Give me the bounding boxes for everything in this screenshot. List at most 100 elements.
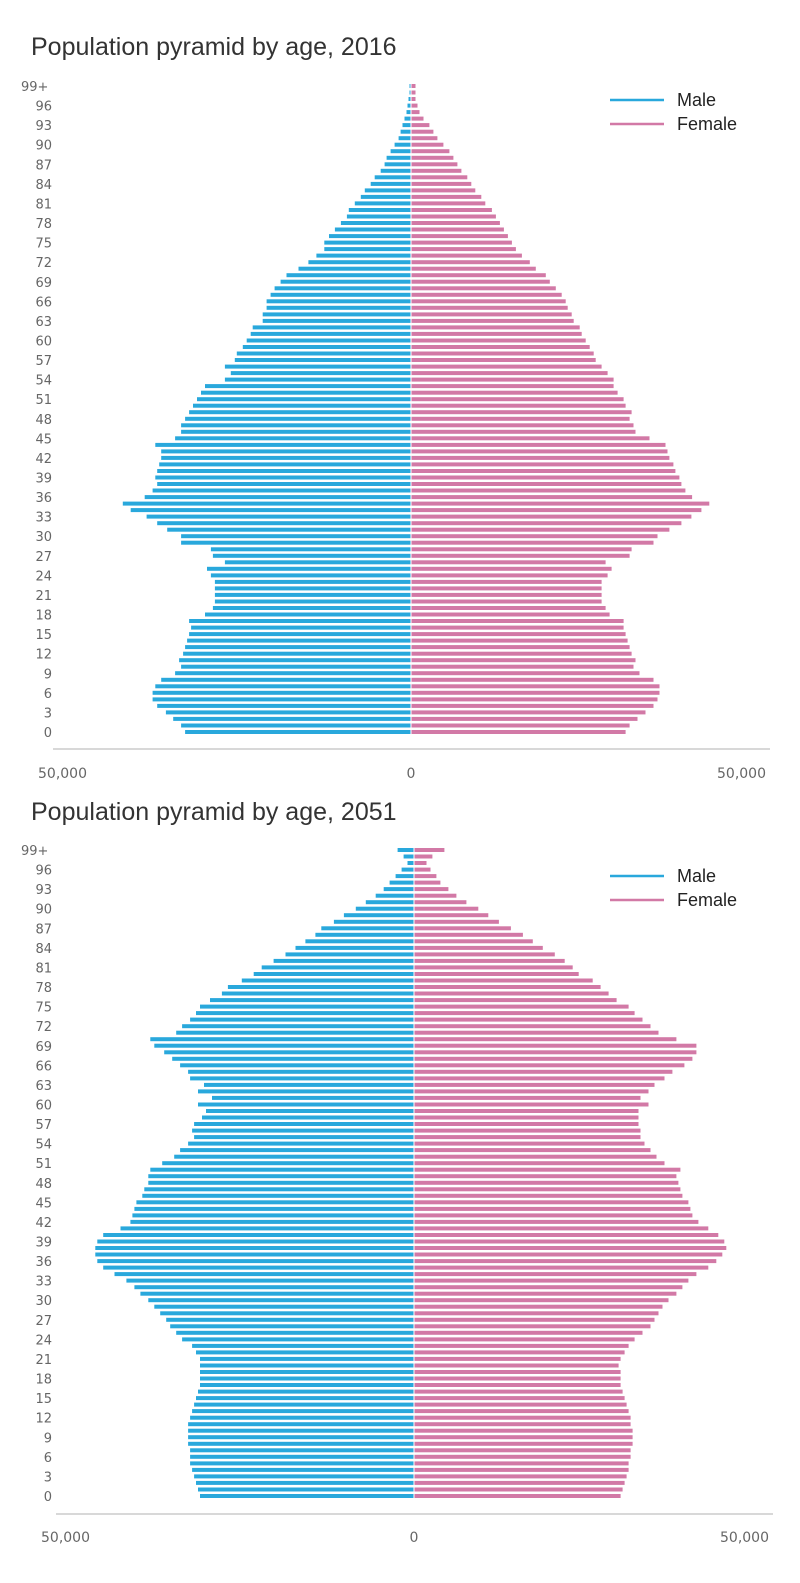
male-bar-age-26 [224, 560, 411, 565]
male-bar-age-67 [270, 292, 411, 297]
female-bar-age-32 [414, 1285, 683, 1290]
female-legend-label: Female [677, 114, 737, 134]
male-bar-age-30 [148, 1298, 414, 1303]
male-bar-age-80 [253, 972, 414, 976]
male-bar-age-69 [280, 279, 411, 284]
male-bar-age-98 [409, 90, 411, 95]
female-bar-age-75 [414, 1004, 629, 1009]
male-bar-age-71 [298, 266, 411, 271]
y-tick-label: 15 [35, 1392, 52, 1407]
male-bar-age-9 [188, 1435, 414, 1440]
female-bar-age-7 [414, 1448, 631, 1453]
female-bar-age-17 [414, 1383, 621, 1387]
y-tick-label: 30 [35, 530, 52, 545]
female-bar-age-39 [411, 475, 680, 480]
female-bar-age-50 [411, 403, 626, 408]
male-bar-age-45 [175, 436, 411, 441]
female-bar-age-57 [414, 1122, 639, 1126]
female-bar-age-63 [414, 1082, 655, 1087]
male-bar-age-60 [198, 1102, 414, 1107]
female-bar-age-75 [411, 240, 512, 245]
female-bar-age-84 [414, 945, 543, 950]
x-tick-label: 0 [407, 766, 416, 782]
y-tick-label: 60 [35, 335, 52, 350]
male-bar-age-15 [196, 1396, 414, 1401]
male-bar-age-85 [374, 175, 411, 180]
male-bar-age-87 [321, 926, 414, 931]
female-bar-age-13 [414, 1409, 629, 1414]
female-bar-age-99plus [414, 848, 445, 852]
y-tick-label: 57 [35, 1118, 52, 1133]
male-bar-age-82 [360, 194, 411, 199]
y-tick-label: 48 [35, 413, 52, 428]
y-tick-label: 93 [35, 883, 52, 898]
male-bar-age-56 [224, 364, 411, 369]
male-bar-age-32 [134, 1285, 414, 1290]
male-bar-age-76 [210, 998, 414, 1003]
female-bar-age-74 [414, 1011, 635, 1016]
female-bar-age-0 [414, 1494, 621, 1498]
male-bar-age-94 [389, 880, 414, 885]
y-tick-label: 87 [35, 158, 52, 173]
female-legend-label: Female [677, 890, 737, 910]
female-bar-age-73 [411, 253, 522, 258]
female-bar-age-66 [414, 1063, 685, 1068]
male-bar-age-99plus [409, 84, 411, 88]
male-bar-age-44 [155, 442, 411, 447]
female-bar-age-67 [411, 292, 562, 297]
male-bar-age-59 [206, 1109, 414, 1113]
male-bar-age-70 [286, 273, 411, 278]
y-tick-label: 81 [35, 198, 52, 213]
female-bar-age-97 [411, 97, 416, 101]
y-tick-label: 66 [35, 1059, 52, 1074]
male-bar-age-11 [188, 1422, 414, 1427]
female-bar-age-24 [414, 1337, 635, 1342]
y-tick-label: 27 [35, 1314, 52, 1329]
female-bar-age-77 [414, 991, 609, 996]
male-bar-age-83 [364, 188, 411, 193]
male-bar-age-21 [214, 592, 411, 597]
y-tick-label: 93 [35, 119, 52, 134]
female-bar-age-41 [411, 462, 674, 467]
female-bar-age-59 [414, 1109, 639, 1113]
female-bar-age-48 [411, 416, 630, 421]
male-bar-age-92 [375, 893, 414, 898]
female-bar-age-23 [414, 1343, 629, 1348]
male-bar-age-61 [250, 331, 411, 336]
female-bar-age-52 [411, 390, 618, 395]
female-bar-age-88 [411, 155, 454, 160]
female-bar-age-86 [414, 932, 523, 937]
female-bar-age-82 [414, 958, 565, 963]
male-bar-age-17 [200, 1383, 414, 1387]
y-tick-label: 84 [35, 178, 52, 193]
male-bar-age-68 [164, 1050, 414, 1055]
male-bar-age-65 [266, 305, 411, 310]
male-bar-age-63 [204, 1082, 414, 1087]
female-bar-age-47 [414, 1187, 681, 1192]
female-bar-age-8 [411, 677, 654, 682]
male-bar-age-82 [273, 958, 414, 963]
y-tick-label: 69 [35, 1040, 52, 1055]
y-tick-label: 0 [44, 726, 52, 741]
female-bar-age-28 [414, 1311, 659, 1316]
male-bar-age-97 [407, 861, 414, 865]
male-bar-age-35 [122, 501, 411, 506]
female-bar-age-12 [411, 651, 632, 656]
male-bar-age-79 [346, 214, 411, 219]
female-bar-age-96 [414, 867, 431, 872]
male-bar-age-93 [402, 123, 411, 128]
male-bar-age-66 [180, 1063, 414, 1068]
male-bar-age-96 [401, 867, 414, 872]
y-tick-label: 12 [35, 648, 52, 663]
male-bar-age-7 [155, 684, 411, 689]
female-bar-age-61 [414, 1095, 641, 1100]
female-bar-age-40 [414, 1233, 719, 1237]
male-bar-age-52 [201, 390, 411, 395]
female-bar-age-54 [411, 377, 614, 382]
female-bar-age-68 [414, 1050, 697, 1055]
male-bars [95, 848, 414, 1498]
male-bar-age-14 [187, 638, 411, 643]
male-bar-age-41 [159, 462, 411, 467]
female-bar-age-78 [411, 221, 500, 225]
male-bar-age-97 [408, 97, 411, 101]
